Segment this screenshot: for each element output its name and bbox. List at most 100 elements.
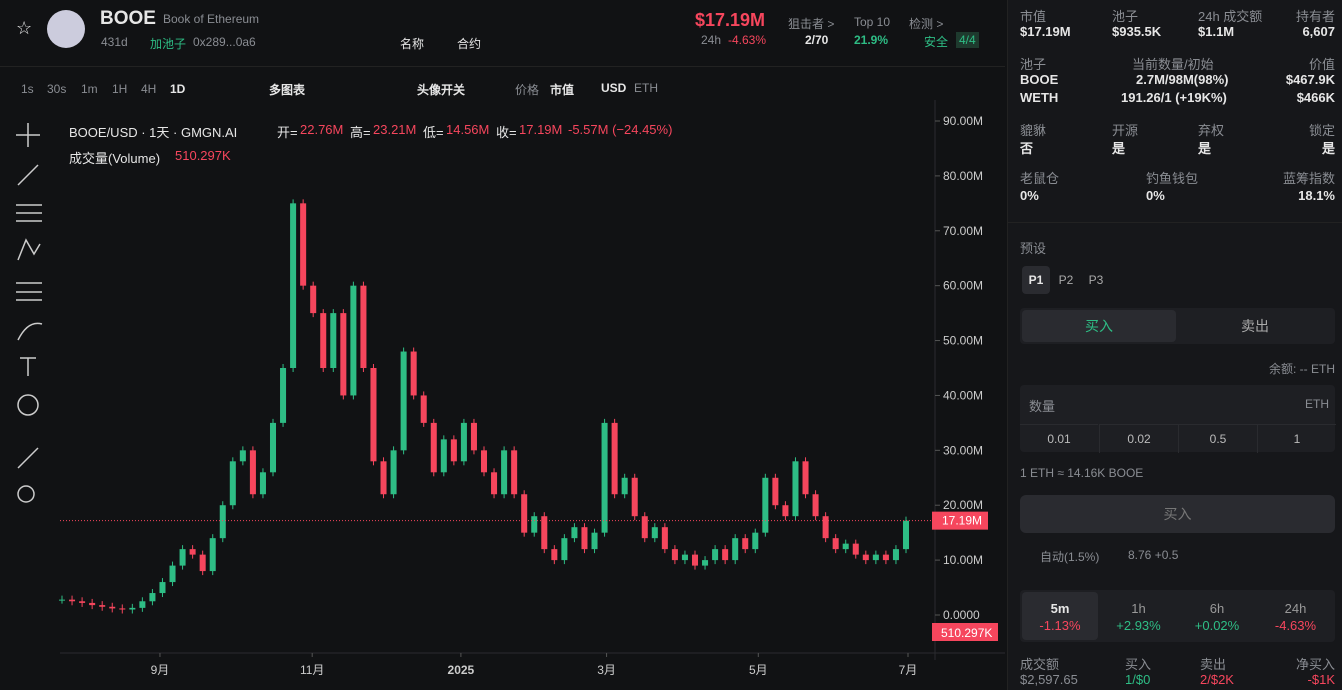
preset[interactable]: P1: [1022, 266, 1050, 294]
tool[interactable]: [16, 282, 42, 301]
x-tick-label: 5月: [749, 663, 768, 677]
tool[interactable]: [17, 322, 43, 341]
interval[interactable]: 1m: [81, 82, 98, 96]
preset[interactable]: P2: [1058, 273, 1074, 287]
preset-label: 预设: [1020, 241, 1047, 256]
footer-value: -$1K: [1307, 672, 1335, 687]
holder-label: 老鼠仓: [1020, 171, 1060, 186]
stat-label: 貔貅: [1020, 123, 1047, 138]
frame-label[interactable]: 1h: [1131, 601, 1146, 616]
interval[interactable]: 30s: [47, 82, 67, 96]
pool-label: 池子: [1020, 57, 1047, 72]
candle: [219, 505, 226, 539]
worth: $467.9K: [1285, 72, 1335, 87]
candle: [430, 422, 437, 473]
candle: [511, 450, 518, 495]
stat-label: 锁定: [1308, 123, 1335, 138]
tool[interactable]: [17, 394, 39, 416]
eth[interactable]: ETH: [634, 81, 658, 95]
x-tick-label: 2025: [448, 663, 475, 677]
stat-value: 是: [1112, 141, 1126, 156]
address[interactable]: 0x289...0a6: [193, 35, 256, 49]
candle: [651, 527, 658, 539]
candle: [822, 516, 829, 539]
interval[interactable]: 1s: [21, 82, 34, 96]
legend-item: 14.56M: [446, 122, 490, 137]
candle: [229, 461, 236, 506]
frame-label[interactable]: 5m: [1050, 601, 1070, 616]
pool-token: WETH: [1020, 90, 1059, 105]
volume-label: 成交量(Volume): [69, 151, 161, 166]
price: $17.19M: [695, 10, 766, 30]
candle: [491, 472, 498, 495]
amount: 2.7M/98M(98%): [1136, 72, 1229, 87]
price-tag-label: 17.19M: [942, 514, 982, 528]
gas[interactable]: 8.76 +0.5: [1128, 548, 1179, 562]
candle: [882, 554, 889, 561]
frame-label[interactable]: 6h: [1209, 601, 1225, 616]
tool[interactable]: [17, 238, 41, 261]
interval[interactable]: 1D: [170, 82, 186, 96]
stat-value: 是: [1321, 141, 1335, 156]
pool: 加池子: [150, 37, 187, 51]
price-toggle[interactable]: 价格: [515, 83, 540, 97]
candle: [722, 549, 729, 561]
interval[interactable]: 1H: [112, 82, 128, 96]
candle: [752, 532, 759, 550]
divider: [0, 66, 1005, 67]
candle: [58, 599, 66, 601]
buy-button[interactable]: 买入: [1020, 495, 1335, 533]
tool[interactable]: [17, 485, 35, 503]
rate: 1 ETH ≈ 14.16K BOOE: [1020, 466, 1144, 480]
tool[interactable]: [17, 447, 39, 469]
sniper-label[interactable]: 狙击者 >: [788, 17, 835, 31]
candle: [189, 549, 196, 555]
tool[interactable]: [16, 204, 42, 222]
auto[interactable]: 自动(1.5%): [1040, 550, 1100, 564]
candle: [480, 450, 488, 473]
qty-label[interactable]: 数量: [1029, 399, 1056, 414]
frame-value: +2.93%: [1116, 618, 1161, 633]
mcap-toggle[interactable]: 市值: [550, 83, 575, 97]
preset[interactable]: P3: [1088, 273, 1104, 287]
candle: [631, 477, 638, 517]
tool[interactable]: [20, 357, 36, 376]
trade-panel: 市值 $17.19M 池子 $935.5K 24h 成交额 $1.1M 持有者 6,607 池子…: [1007, 0, 1342, 690]
link[interactable]: 合约: [457, 37, 482, 51]
y-tick-label: 80.00M: [943, 169, 983, 183]
link[interactable]: 名称: [400, 37, 425, 51]
frame-label[interactable]: 24h: [1284, 601, 1307, 616]
candle: [290, 203, 297, 368]
star[interactable]: ☆: [16, 18, 33, 38]
multi-chart[interactable]: 多图表: [269, 83, 306, 97]
qty-unit: ETH: [1305, 397, 1329, 411]
stat-value: $1.1M: [1198, 24, 1235, 39]
candle: [641, 516, 648, 539]
quick-amount[interactable]: 0.02: [1099, 424, 1178, 453]
interval[interactable]: 4H: [141, 82, 157, 96]
candle: [460, 422, 467, 462]
check-label[interactable]: 检测 >: [909, 17, 944, 31]
candle: [762, 477, 769, 533]
candle: [732, 538, 739, 561]
name: Book of Ethereum: [163, 12, 260, 26]
stat-value: $17.19M: [1020, 24, 1071, 39]
pool-token: BOOE: [1020, 72, 1059, 87]
sell-tab[interactable]: 卖出: [1241, 318, 1269, 334]
stat-label: 开源: [1112, 123, 1139, 138]
footer-label: 成交额: [1020, 657, 1060, 672]
legend-item: 23.21M: [373, 122, 417, 137]
usd[interactable]: USD: [601, 81, 627, 95]
buy-tab[interactable]: 买入: [1022, 310, 1176, 342]
candle: [149, 593, 156, 602]
tool[interactable]: [17, 164, 39, 186]
indicator[interactable]: 头像开关: [417, 83, 466, 97]
footer-label: 卖出: [1200, 657, 1227, 672]
tool[interactable]: [16, 123, 40, 147]
quick-amount[interactable]: 1: [1257, 424, 1336, 453]
legend-item: 17.19M: [519, 122, 563, 137]
worth-label: 价值: [1308, 57, 1335, 72]
candle: [169, 565, 176, 583]
quick-amount[interactable]: 0.5: [1178, 424, 1257, 453]
quick-amount[interactable]: 0.01: [1020, 424, 1098, 453]
